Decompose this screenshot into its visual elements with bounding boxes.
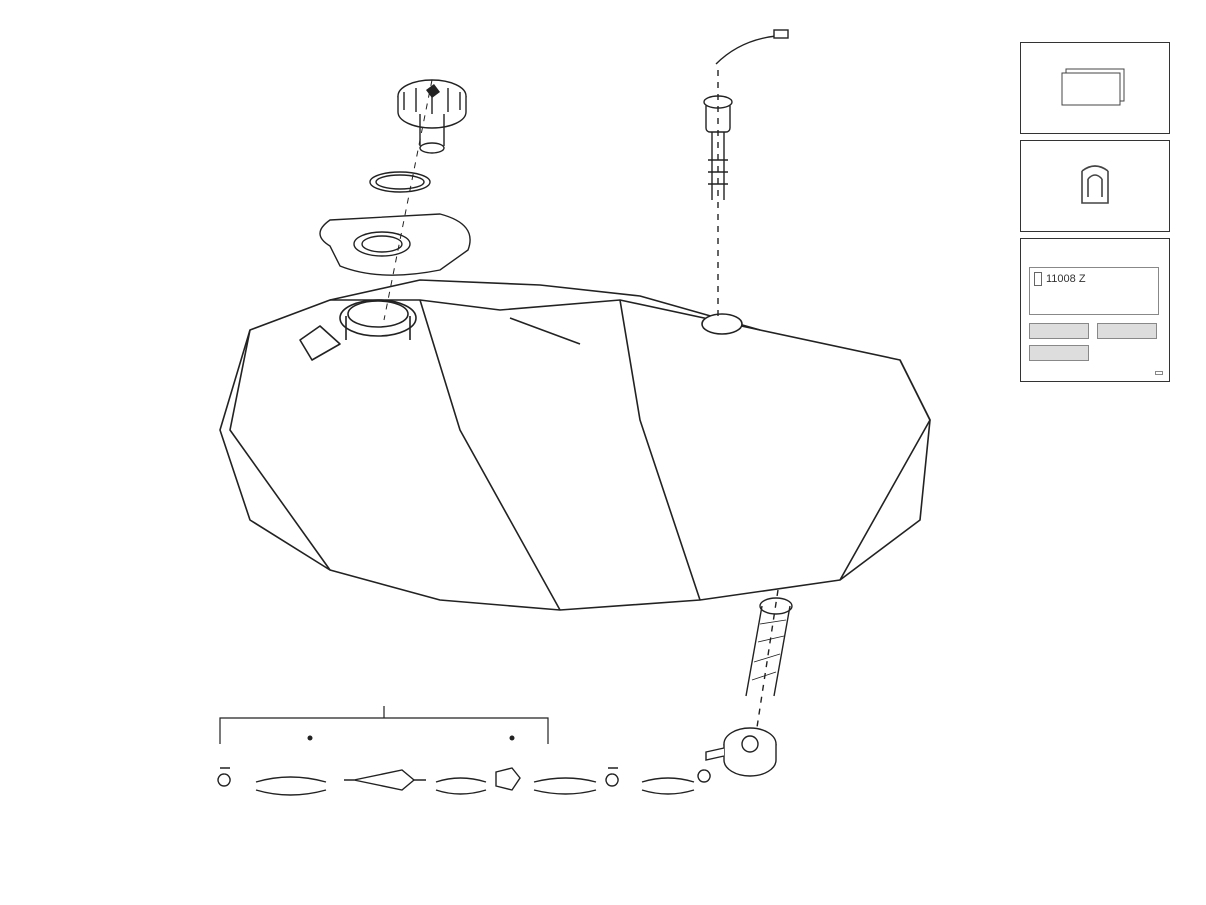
small-e9-badge (1155, 371, 1163, 375)
manual-icon (1060, 61, 1130, 107)
legend-box-17 (1020, 140, 1170, 232)
bms-code: 11008 Z (1046, 273, 1086, 285)
legend-box-13 (1020, 42, 1170, 134)
brand-derbi (1097, 323, 1157, 339)
parts-diagram: 11008 Z (0, 0, 1206, 905)
clip-icon (1068, 159, 1122, 213)
bms-e9 (1034, 272, 1042, 286)
fuel-tank-drawing (0, 0, 1206, 905)
brand-aprilia (1029, 323, 1089, 339)
legend-box-18: 11008 Z (1020, 238, 1170, 382)
brand-gilera (1029, 345, 1089, 361)
